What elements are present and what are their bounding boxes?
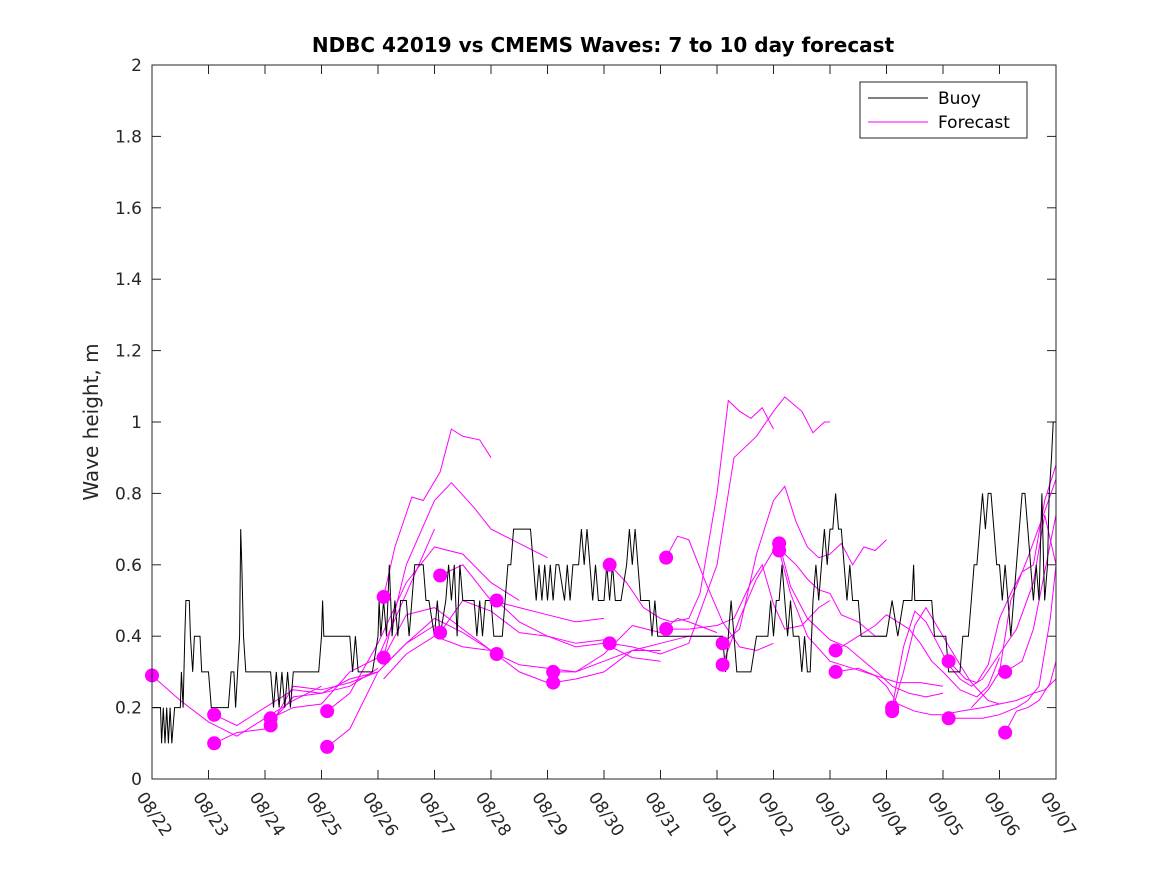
x-tick-label: 08/31: [640, 789, 684, 841]
forecast-line-2: [213, 671, 379, 727]
forecast-line-32: [1004, 514, 1056, 673]
forecast-start-marker: [885, 704, 900, 719]
legend: Buoy Forecast: [859, 81, 1028, 139]
y-tick-label: 1.6: [115, 199, 142, 219]
forecast-start-marker: [715, 636, 730, 651]
x-tick-label: 08/26: [358, 789, 402, 841]
forecast-start-marker: [433, 625, 448, 640]
forecast-start-marker: [489, 647, 504, 662]
forecast-start-marker: [263, 718, 278, 733]
buoy-line: [152, 421, 1056, 744]
y-tick-label: 2: [131, 56, 142, 76]
forecast-start-marker: [320, 739, 335, 754]
forecast-start-marker: [546, 675, 561, 690]
forecast-start-marker: [998, 664, 1013, 679]
forecast-line-12: [439, 564, 605, 623]
forecast-line-8: [383, 428, 492, 598]
forecast-line-30: [948, 464, 1056, 684]
forecast-start-marker: [546, 664, 561, 679]
forecast-line-21: [666, 563, 831, 630]
forecast-line-10: [383, 607, 548, 684]
forecast-start-marker: [715, 657, 730, 672]
x-tick-label: 09/03: [810, 789, 854, 841]
legend-buoy-label: Buoy: [938, 89, 981, 109]
forecast-line-20: [665, 535, 774, 652]
forecast-line-26: [835, 614, 1000, 698]
forecast-start-markers: [145, 536, 1013, 754]
forecast-line-24: [778, 543, 944, 698]
y-tick-label: 0: [131, 770, 142, 790]
x-tick-label: 08/25: [301, 789, 345, 841]
axes-box: [151, 64, 1057, 780]
forecast-line-4: [270, 528, 435, 719]
y-tick-label: 0.6: [115, 556, 142, 576]
x-tick-label: 08/23: [188, 789, 232, 841]
forecast-line-18: [609, 399, 774, 623]
x-tick-label: 08/27: [414, 789, 458, 841]
legend-box: [859, 81, 1028, 139]
forecast-start-marker: [659, 622, 674, 637]
forecast-line-6: [326, 546, 520, 712]
y-tick-label: 1.8: [115, 127, 142, 147]
y-tick-label: 1.4: [115, 270, 142, 290]
forecast-start-marker: [376, 650, 391, 665]
legend-forecast-label: Forecast: [938, 113, 1010, 133]
forecast-start-marker: [602, 636, 617, 651]
y-tick-label: 0.2: [115, 699, 142, 719]
forecast-line-23: [722, 549, 887, 665]
forecast-start-marker: [659, 550, 674, 565]
x-tick-label: 09/04: [866, 789, 910, 841]
forecast-start-marker: [433, 568, 448, 583]
x-tick-label: 08/24: [245, 789, 289, 841]
y-tick-label: 1: [131, 413, 142, 433]
forecast-start-marker: [828, 664, 843, 679]
forecast-line-28: [891, 514, 1056, 708]
chart-title: NDBC 42019 vs CMEMS Waves: 7 to 10 day f…: [312, 33, 895, 57]
forecast-line-7: [326, 617, 492, 748]
plot-series: [152, 396, 1056, 748]
forecast-line-31: [948, 564, 1056, 719]
y-tick-label: 0.8: [115, 484, 142, 504]
forecast-line-15: [496, 650, 661, 673]
y-tick-label: 1.2: [115, 342, 142, 362]
forecast-start-marker: [772, 543, 787, 558]
forecast-start-marker: [998, 725, 1013, 740]
x-tick-label: 08/28: [471, 789, 515, 841]
forecast-start-marker: [207, 736, 222, 751]
y-tick-label: 0.4: [115, 627, 142, 647]
x-tick-label: 09/07: [1036, 789, 1080, 841]
forecast-line-25: [778, 550, 944, 687]
x-tick-labels: 08/22 08/23 08/24 08/25 08/26 08/27 08/28 08/29…: [132, 789, 1080, 841]
forecast-start-marker: [828, 643, 843, 658]
forecast-line-22: [722, 485, 887, 644]
x-tick-label: 09/06: [979, 789, 1023, 841]
y-axis-label: Wave height, m: [79, 343, 103, 500]
x-tick-label: 08/22: [132, 789, 176, 841]
forecast-line-9: [383, 481, 548, 658]
forecast-line-14: [496, 600, 661, 662]
forecast-line-16: [553, 617, 718, 673]
forecast-start-marker: [602, 557, 617, 572]
forecast-line-34: [970, 478, 1056, 708]
forecast-line-19: [609, 396, 830, 655]
forecast-start-marker: [320, 704, 335, 719]
forecast-start-marker: [941, 654, 956, 669]
x-tick-label: 09/01: [697, 789, 741, 841]
forecast-start-marker: [207, 707, 222, 722]
x-tick-label: 08/29: [527, 789, 571, 841]
forecast-line-11: [383, 635, 492, 680]
forecast-start-marker: [376, 589, 391, 604]
forecast-start-marker: [489, 593, 504, 608]
x-tick-label: 08/30: [584, 789, 628, 841]
forecast-line-27: [835, 667, 1000, 716]
x-tick-label: 09/05: [923, 789, 967, 841]
forecast-start-marker: [941, 711, 956, 726]
x-tick-label: 09/02: [753, 789, 797, 841]
forecast-line-3: [213, 667, 379, 744]
forecast-line-33: [1004, 661, 1056, 733]
y-tick-labels: 0 0.2 0.4 0.6 0.8 1 1.2 1.4 1.6 1.8 2: [115, 56, 142, 790]
